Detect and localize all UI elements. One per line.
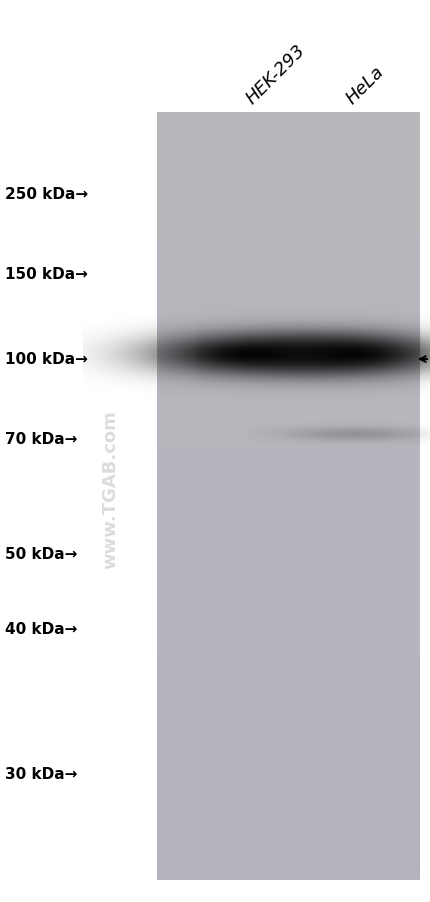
Text: 250 kDa→: 250 kDa→ xyxy=(5,188,88,202)
Text: HEK-293: HEK-293 xyxy=(242,41,309,108)
Text: 30 kDa→: 30 kDa→ xyxy=(5,767,77,782)
Text: HeLa: HeLa xyxy=(342,63,387,108)
Text: 100 kDa→: 100 kDa→ xyxy=(5,352,88,367)
Text: www.TGAB.com: www.TGAB.com xyxy=(101,410,119,569)
Text: 40 kDa→: 40 kDa→ xyxy=(5,621,77,637)
Text: 150 kDa→: 150 kDa→ xyxy=(5,267,88,282)
Bar xyxy=(157,113,419,879)
Text: 70 kDa→: 70 kDa→ xyxy=(5,432,77,447)
Text: 50 kDa→: 50 kDa→ xyxy=(5,547,77,562)
